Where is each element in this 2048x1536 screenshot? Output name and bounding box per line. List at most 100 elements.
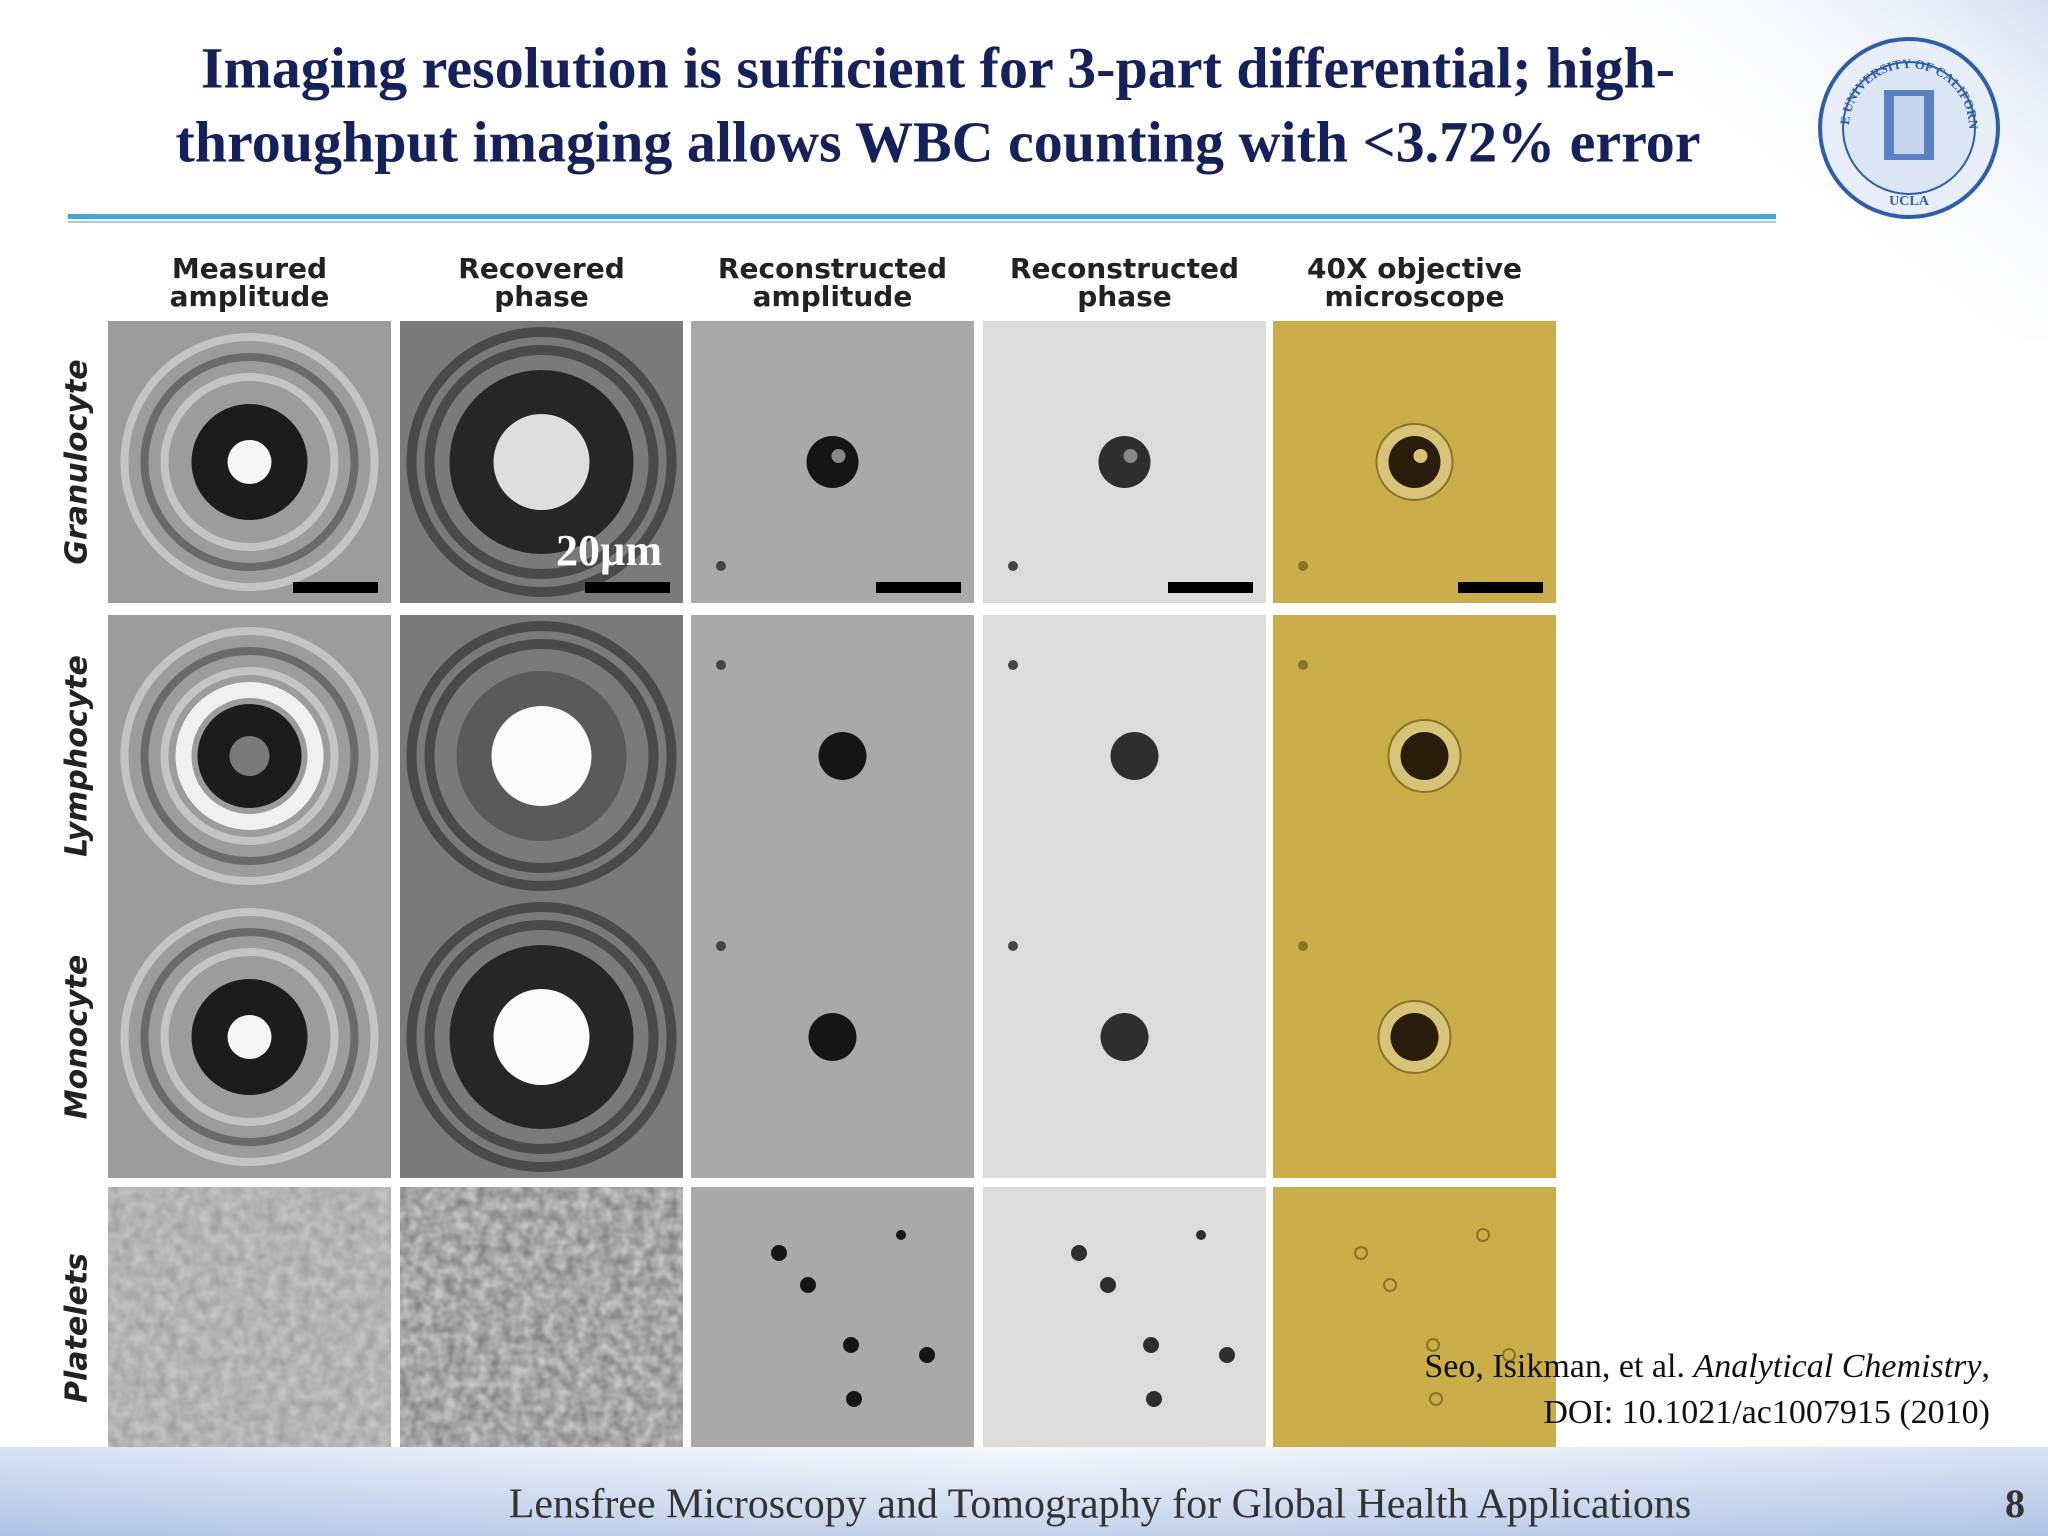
- debris: [716, 660, 726, 670]
- scale-bar: [585, 582, 670, 593]
- column-header: microscope: [1325, 280, 1505, 313]
- micrograph: [108, 1187, 391, 1469]
- scale-bar: [1458, 582, 1543, 593]
- footer-title: Lensfree Microscopy and Tomography for G…: [509, 1482, 1691, 1528]
- platelet: [771, 1245, 787, 1261]
- cell: [1098, 436, 1151, 488]
- column-header: Reconstructed: [1010, 252, 1239, 285]
- page-number: 8: [2005, 1481, 2025, 1526]
- ring: [406, 327, 677, 597]
- ring: [160, 667, 339, 845]
- citation-authors: Seo, Isikman, et al.: [1424, 1348, 1685, 1385]
- column-header: amplitude: [753, 280, 913, 313]
- ring: [160, 948, 339, 1126]
- platelet: [800, 1277, 816, 1293]
- micrograph: [1273, 896, 1556, 1178]
- cell: [1390, 1013, 1439, 1061]
- debris: [1008, 941, 1018, 951]
- debris: [716, 941, 726, 951]
- micrograph: [691, 615, 974, 897]
- title-line: throughput imaging allows WBC counting w…: [175, 109, 1700, 174]
- citation-punct: ,: [1981, 1348, 1991, 1385]
- ring: [424, 639, 659, 873]
- platelet: [1071, 1245, 1087, 1261]
- micrograph: [108, 896, 391, 1178]
- platelet: [1196, 1230, 1206, 1240]
- nucleus-gap: [1413, 449, 1428, 463]
- platelet: [1143, 1337, 1159, 1353]
- micrograph: [983, 1187, 1266, 1469]
- cell: [818, 732, 867, 780]
- core: [227, 1015, 272, 1059]
- ring: [120, 908, 379, 1166]
- platelet: [919, 1347, 935, 1363]
- platelet: [846, 1391, 862, 1407]
- logo-campus: UCLA: [1889, 194, 1930, 209]
- scale-bar: [293, 582, 378, 593]
- micrograph: [400, 896, 683, 1178]
- column-header: amplitude: [170, 280, 330, 313]
- ring: [406, 621, 677, 891]
- core: [227, 440, 272, 484]
- platelet: [1354, 1246, 1368, 1260]
- micrograph: [400, 1187, 683, 1469]
- column-header: Reconstructed: [718, 252, 947, 285]
- micrograph: [983, 615, 1266, 897]
- micrograph: [400, 321, 683, 603]
- cell: [1400, 732, 1449, 780]
- scale-bar: [1168, 582, 1253, 593]
- row-label: Lymphocyte: [60, 655, 95, 857]
- cell: [1110, 732, 1159, 780]
- ring: [424, 345, 659, 579]
- ring: [424, 920, 659, 1154]
- ring: [140, 353, 359, 571]
- column-header: phase: [494, 280, 589, 313]
- core: [229, 736, 270, 776]
- citation-journal: Analytical Chemistry: [1693, 1348, 1982, 1385]
- core: [491, 706, 592, 806]
- ring: [120, 627, 379, 885]
- micrograph: [1273, 321, 1556, 603]
- row-label: Platelets: [60, 1253, 95, 1403]
- row-label: Monocyte: [60, 955, 95, 1119]
- cell: [806, 436, 859, 488]
- ring: [140, 928, 359, 1146]
- scale-bar-label: 20µm: [556, 526, 662, 575]
- cell: [1100, 1013, 1149, 1061]
- platelet: [1476, 1228, 1490, 1242]
- column-header: Recovered: [458, 252, 624, 285]
- ring: [120, 333, 379, 591]
- platelet: [1100, 1277, 1116, 1293]
- title-rule: [68, 221, 1776, 223]
- ring: [140, 647, 359, 865]
- core: [493, 989, 590, 1085]
- column-header: 40X objective: [1307, 252, 1522, 285]
- platelet: [1426, 1338, 1440, 1352]
- debris: [1298, 660, 1308, 670]
- debris: [1298, 561, 1308, 571]
- debris: [1008, 561, 1018, 571]
- platelet: [843, 1337, 859, 1353]
- title-rule: [68, 214, 1776, 219]
- ring: [175, 682, 324, 830]
- noise: [400, 1187, 683, 1469]
- micrograph: [108, 321, 391, 603]
- column-header: phase: [1077, 280, 1172, 313]
- row-label: Granulocyte: [60, 359, 95, 564]
- debris: [1298, 941, 1308, 951]
- cell: [808, 1013, 857, 1061]
- ring: [406, 902, 677, 1172]
- micrograph: [1273, 615, 1556, 897]
- micrograph-bg: [983, 1187, 1266, 1469]
- micrograph: [983, 896, 1266, 1178]
- nucleus-gap: [831, 449, 846, 463]
- core: [493, 414, 590, 510]
- micrograph: [691, 1187, 974, 1469]
- platelet: [1146, 1391, 1162, 1407]
- cell: [1388, 436, 1441, 488]
- platelet: [1502, 1348, 1516, 1362]
- nucleus-gap: [1123, 449, 1138, 463]
- micrograph: [400, 615, 683, 897]
- footer-band: [0, 1447, 2048, 1536]
